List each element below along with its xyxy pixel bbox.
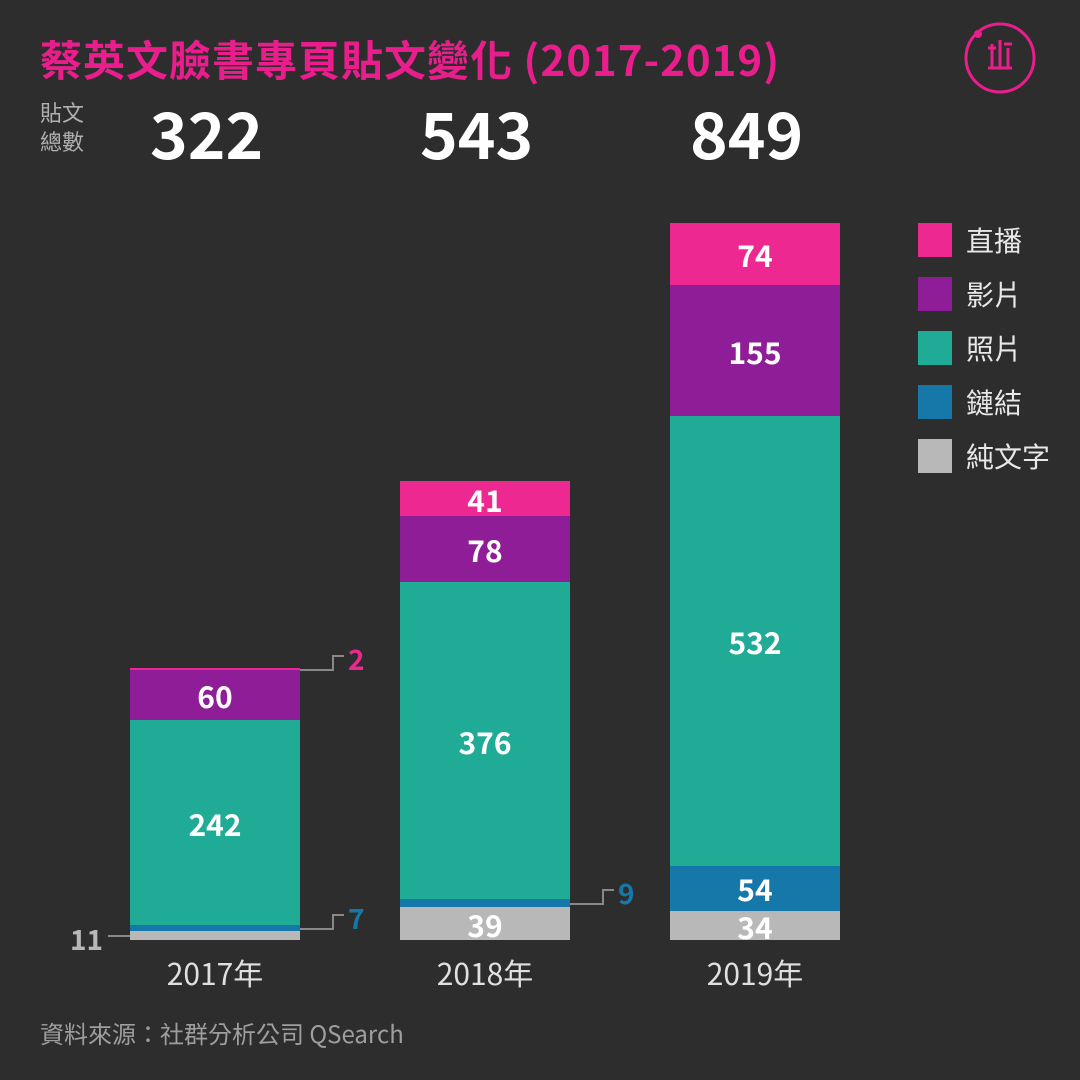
legend-swatch — [918, 385, 952, 419]
x-axis-label: 2017年 — [115, 950, 315, 994]
chart-title: 蔡英文臉書專頁貼文變化 (2017-2019) — [40, 28, 780, 89]
legend-item: 直播 — [918, 220, 1050, 260]
legend: 直播影片照片鏈結純文字 — [918, 220, 1050, 490]
x-axis-label: 2018年 — [385, 950, 585, 994]
bar-segment-link — [130, 925, 300, 931]
bar-segment-live: 74 — [670, 223, 840, 286]
callout-line — [300, 928, 332, 930]
callout-label: 9 — [618, 873, 635, 913]
callout-line — [332, 655, 334, 671]
legend-item: 影片 — [918, 274, 1050, 314]
bar-segment-live: 41 — [400, 481, 570, 516]
callout-line — [300, 669, 332, 671]
total-value: 543 — [420, 86, 533, 178]
legend-label: 直播 — [966, 220, 1022, 260]
legend-swatch — [918, 331, 952, 365]
callout-label: 2 — [348, 639, 365, 679]
brand-logo-icon — [960, 18, 1040, 103]
legend-swatch — [918, 439, 952, 473]
bar-segment-photo: 376 — [400, 582, 570, 900]
legend-item: 照片 — [918, 328, 1050, 368]
bar-segment-text: 34 — [670, 911, 840, 940]
bar-segment-text — [130, 931, 300, 940]
subtitle-line1: 貼文 — [40, 98, 84, 127]
source-text: 資料來源：社群分析公司 QSearch — [40, 1015, 404, 1050]
bar-segment-video: 78 — [400, 516, 570, 582]
bar-segment-link — [400, 899, 570, 907]
bar-segment-video: 155 — [670, 285, 840, 416]
bar-segment-video: 60 — [130, 670, 300, 721]
legend-item: 鏈結 — [918, 382, 1050, 422]
callout-line — [602, 889, 614, 891]
bar-segment-live — [130, 668, 300, 670]
legend-item: 純文字 — [918, 436, 1050, 476]
callout-line — [570, 903, 602, 905]
total-value: 849 — [690, 86, 803, 178]
bar-segment-link: 54 — [670, 866, 840, 912]
callout-label: 11 — [70, 919, 103, 959]
legend-swatch — [918, 223, 952, 257]
subtitle-line2: 總數 — [40, 127, 84, 156]
bar-segment-text: 39 — [400, 907, 570, 940]
callout-label: 7 — [348, 898, 365, 938]
x-axis-label: 2019年 — [655, 950, 855, 994]
legend-swatch — [918, 277, 952, 311]
total-value: 322 — [150, 86, 263, 178]
bar-segment-photo: 532 — [670, 416, 840, 866]
callout-line — [332, 655, 344, 657]
stacked-bar-chart: 24260 39 3767841 345453215574 — [110, 220, 870, 940]
callout-line — [602, 889, 604, 905]
callout-line — [108, 935, 130, 937]
callout-line — [332, 914, 334, 930]
legend-label: 照片 — [966, 328, 1022, 368]
callout-line — [332, 914, 344, 916]
subtitle: 貼文 總數 — [40, 98, 84, 155]
legend-label: 影片 — [966, 274, 1022, 314]
legend-label: 鏈結 — [966, 382, 1022, 422]
legend-label: 純文字 — [966, 436, 1050, 476]
bar-segment-photo: 242 — [130, 720, 300, 924]
